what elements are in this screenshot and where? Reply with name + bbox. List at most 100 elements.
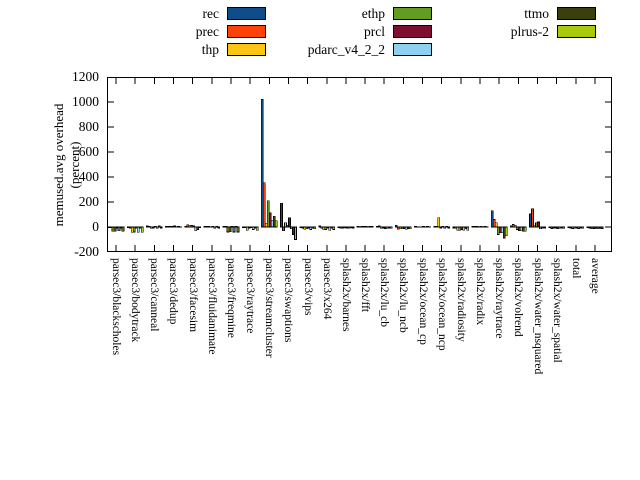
x-category-label: splash2x/water_nsquared xyxy=(531,258,544,375)
x-category-label: average xyxy=(589,258,601,294)
y-tick-label: 1000 xyxy=(72,94,99,109)
legend-entry-thp: thp xyxy=(120,41,266,58)
bar-plrus-2 xyxy=(236,226,240,233)
bar-thp xyxy=(437,217,441,228)
x-category-label: splash2x/raytrace xyxy=(493,258,506,339)
x-category-label: parsec3/canneal xyxy=(148,258,161,332)
legend-entry-prcl: prcl xyxy=(250,23,432,40)
legend-label: prcl xyxy=(364,24,385,39)
bar-plrus-2 xyxy=(466,226,470,231)
y-tick-label: 0 xyxy=(92,219,99,234)
bar-pdarc_v4_2_2 xyxy=(443,226,447,229)
bar-ttmo xyxy=(157,225,161,228)
x-category-label: splash2x/water_spatial xyxy=(550,258,563,363)
bar-pdarc_v4_2_2 xyxy=(232,226,236,233)
bar-plrus-2 xyxy=(140,226,144,233)
bar-plrus-2 xyxy=(198,226,201,228)
x-category-label: parsec3/freqmine xyxy=(224,258,237,338)
bar-thp xyxy=(514,224,517,228)
bar-plrus-2 xyxy=(543,226,546,229)
bar-pdarc_v4_2_2 xyxy=(155,226,159,229)
x-category-label: splash2x/ocean_ncp xyxy=(435,258,448,351)
y-tick-label: 600 xyxy=(78,144,99,159)
bar-plrus-2 xyxy=(179,226,182,228)
bar-plrus-2 xyxy=(351,226,355,229)
legend-swatch-prec xyxy=(227,25,266,38)
x-category-label: splash2x/barnes xyxy=(339,258,352,332)
legend-swatch-rec xyxy=(227,7,266,20)
bar-plrus-2 xyxy=(581,226,585,229)
bar-plrus-2 xyxy=(447,226,451,229)
legend-entry-pdarc_v4_2_2: pdarc_v4_2_2 xyxy=(250,41,432,58)
bar-pdarc_v4_2_2 xyxy=(213,226,217,229)
bar-prcl xyxy=(288,217,291,228)
x-category-label: parsec3/swaptions xyxy=(282,258,295,343)
bar-ethp xyxy=(228,226,232,233)
legend-label: prec xyxy=(195,24,219,39)
plot-area xyxy=(107,77,612,252)
x-category-label: splash2x/lu_ncb xyxy=(397,258,410,333)
x-category-label: splash2x/fft xyxy=(359,258,372,313)
y-tick-label: 400 xyxy=(78,169,99,184)
legend-swatch-plrus-2 xyxy=(557,25,596,38)
bar-rec xyxy=(318,225,322,228)
x-category-label: total xyxy=(569,258,582,279)
bar-pdarc_v4_2_2 xyxy=(136,226,140,233)
x-category-label: parsec3/blackscholes xyxy=(110,258,122,356)
legend-entry-ttmo: ttmo xyxy=(440,5,596,22)
legend-entry-prec: prec xyxy=(120,23,266,40)
bar-thp xyxy=(494,222,498,228)
legend-swatch-ttmo xyxy=(557,7,596,20)
bar-plrus-2 xyxy=(121,226,125,232)
legend-label: rec xyxy=(202,6,219,21)
legend-label: ttmo xyxy=(524,6,549,21)
bar-plrus-2 xyxy=(504,226,508,237)
bar-ethp xyxy=(113,226,117,232)
x-category-label: parsec3/raytrace xyxy=(244,258,257,334)
legend-label: ethp xyxy=(361,6,385,21)
legend-entry-rec: rec xyxy=(120,5,266,22)
bar-ethp xyxy=(439,226,443,229)
y-tick-label: 800 xyxy=(78,119,99,134)
bar-rec xyxy=(260,99,264,228)
bar-plrus-2 xyxy=(313,226,316,230)
legend-entry-plrus-2: plrus-2 xyxy=(440,23,596,40)
bar-plrus-2 xyxy=(600,226,604,229)
legend-label: plrus-2 xyxy=(510,24,549,39)
x-category-label: parsec3/vips xyxy=(301,258,314,316)
bar-prec xyxy=(531,208,534,228)
bar-prec xyxy=(377,225,381,228)
bar-pdarc_v4_2_2 xyxy=(117,226,121,232)
legend-swatch-pdarc_v4_2_2 xyxy=(393,43,432,56)
bar-rec xyxy=(395,224,398,228)
bar-plrus-2 xyxy=(409,226,412,230)
bar-rec xyxy=(490,210,494,228)
legend-column: rec prec thp xyxy=(120,5,266,59)
bar-plrus-2 xyxy=(562,226,566,229)
bar-plrus-2 xyxy=(159,226,163,229)
x-category-label: parsec3/fluidanimate xyxy=(205,258,218,355)
bar-rec xyxy=(280,202,283,228)
x-category-label: splash2x/radiosity xyxy=(454,258,467,342)
legend-column: ttmo plrus-2 xyxy=(440,5,596,41)
bar-plrus-2 xyxy=(332,226,336,230)
bar-plrus-2 xyxy=(485,226,489,228)
bar-plrus-2 xyxy=(524,226,527,232)
legend-column: ethp prcl pdarc_v4_2_2 xyxy=(250,5,432,59)
bar-plrus-2 xyxy=(389,226,393,229)
legend-entry-ethp: ethp xyxy=(250,5,432,22)
bar-ttmo xyxy=(196,226,199,230)
x-category-label: parsec3/streamcluster xyxy=(263,258,276,358)
bar-plrus-2 xyxy=(217,226,221,229)
y-tick-label: -200 xyxy=(74,244,99,259)
x-category-label: splash2x/radix xyxy=(474,258,487,326)
bar-prec xyxy=(282,226,285,232)
bar-plrus-2 xyxy=(255,226,259,231)
bar-ethp xyxy=(132,226,136,233)
legend-swatch-ethp xyxy=(393,7,432,20)
x-category-label: splash2x/lu_cb xyxy=(378,258,391,327)
bar-prcl xyxy=(537,221,540,228)
bar-prcl xyxy=(192,225,195,228)
legend-label: thp xyxy=(201,42,219,57)
